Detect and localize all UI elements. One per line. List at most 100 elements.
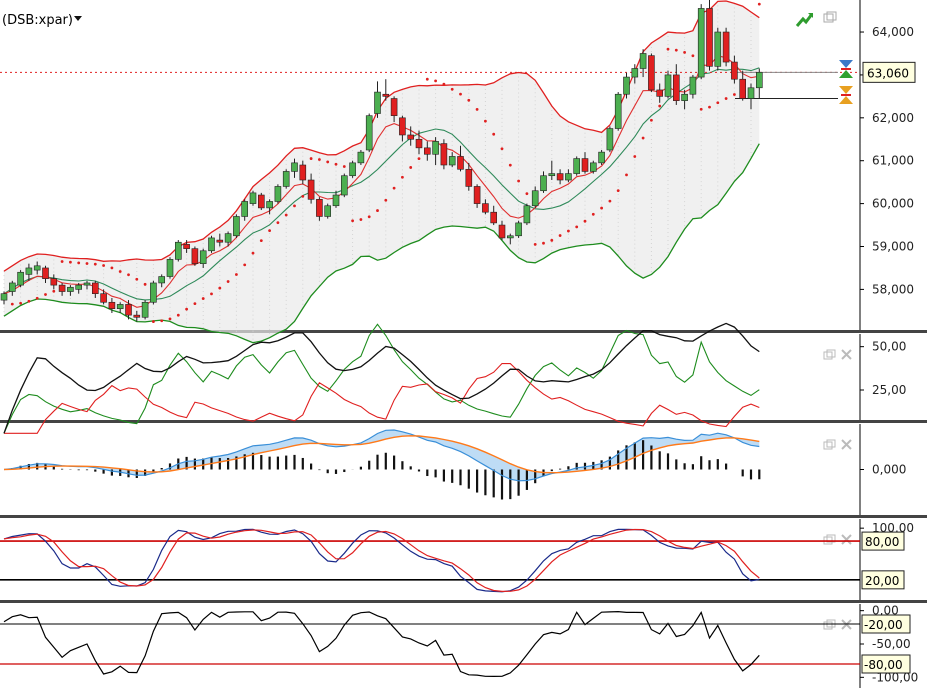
trend-up-icon[interactable] <box>795 13 814 27</box>
sar-dot <box>35 296 39 300</box>
candle-body <box>332 194 340 207</box>
price-axis: 58,00059,00060,00061,00062,00063,00064,0… <box>860 25 914 296</box>
candle-body <box>714 31 722 67</box>
candle-body <box>432 141 439 155</box>
candle-body <box>423 147 431 155</box>
sar-dot <box>616 189 620 193</box>
candle-body <box>448 156 456 166</box>
candle-body <box>390 98 398 116</box>
sar-dot <box>633 155 637 158</box>
sar-dot <box>683 50 686 54</box>
candle-body <box>672 74 680 101</box>
sar-dot <box>85 262 89 265</box>
sar-dot <box>500 147 504 151</box>
candle-body <box>58 284 66 292</box>
candle-body <box>399 117 406 136</box>
indicator-tick-label: -50,00 <box>872 637 911 651</box>
candle-body <box>100 293 107 303</box>
candle-body <box>191 248 199 264</box>
close-icon <box>841 439 852 450</box>
candle-body <box>407 134 415 140</box>
sar-dot <box>384 198 388 202</box>
candle-body <box>249 192 257 204</box>
sar-dot <box>293 204 296 208</box>
candle-body <box>141 301 149 318</box>
macd-panel: 0,000 <box>3 429 906 500</box>
candle-body <box>556 173 564 181</box>
candle-body <box>233 216 240 237</box>
sar-dot <box>93 262 97 266</box>
williams-r-panel: 0,00 -50,00 -100,00 -20,00 -80,00 <box>0 604 918 684</box>
candle-body <box>307 179 315 200</box>
candle-body <box>697 8 705 78</box>
sar-dot <box>708 105 711 109</box>
candle-body <box>299 164 307 181</box>
candle-body <box>324 205 332 217</box>
candle-body <box>573 158 581 174</box>
indicator-tick-label: 50,00 <box>872 340 906 354</box>
sar-dot <box>542 241 545 245</box>
candle-body <box>0 293 8 301</box>
candle-body <box>291 162 298 172</box>
window-restore-icon[interactable] <box>823 11 837 23</box>
sar-dot <box>359 218 363 221</box>
sar-dot <box>102 264 105 267</box>
sar-dot <box>69 260 72 264</box>
sar-dot <box>517 179 520 183</box>
candle-body <box>689 76 697 95</box>
sar-dot <box>185 307 189 311</box>
sar-dot <box>567 229 570 233</box>
candle-body <box>92 282 99 294</box>
close-icon <box>841 349 852 360</box>
candle-body <box>266 201 273 209</box>
sar-dot <box>27 299 31 303</box>
sar-dot <box>44 293 47 296</box>
candle-body <box>349 162 356 177</box>
candle-body <box>357 151 365 164</box>
sar-dot <box>724 97 728 100</box>
level-badge-label: 80,00 <box>865 535 899 549</box>
sar-dot <box>625 173 628 177</box>
candle-body <box>656 89 664 97</box>
candle-body <box>166 259 174 277</box>
candle-body <box>531 190 539 207</box>
sar-dot <box>376 209 379 212</box>
sar-dot <box>226 280 230 283</box>
sar-dot <box>425 77 429 81</box>
candle-body <box>33 265 41 271</box>
price-flag-icon[interactable] <box>839 86 853 104</box>
candle-body <box>257 194 265 209</box>
sar-dot <box>127 273 130 277</box>
sar-dot <box>459 92 462 96</box>
parabolic-sar <box>10 2 761 323</box>
minus-di-line <box>4 362 760 434</box>
candle-body <box>614 93 622 129</box>
candle-body <box>598 151 605 164</box>
adx-line <box>3 322 760 434</box>
last-price-label: 63,060 <box>867 66 909 80</box>
candle-body <box>42 267 49 279</box>
symbol-title[interactable]: (DSB:xpar) <box>2 13 73 28</box>
candle-body <box>108 301 116 309</box>
dropdown-arrow-icon[interactable] <box>74 16 82 21</box>
sar-dot <box>218 286 222 290</box>
sar-dot <box>268 229 271 233</box>
candle-body <box>208 237 215 252</box>
candle-body <box>374 91 381 114</box>
sar-dot <box>52 289 56 293</box>
sort-icon[interactable] <box>839 60 853 78</box>
sar-dot <box>152 320 155 323</box>
candle-body <box>681 93 688 101</box>
indicator-tick-label: 0,000 <box>872 463 906 477</box>
sar-dot <box>450 87 454 91</box>
dmi-panel: 25,00 50,00 <box>3 322 906 434</box>
sar-dot <box>10 302 14 306</box>
sar-dot <box>475 107 479 111</box>
sar-dot <box>525 192 529 196</box>
candle-body <box>440 143 448 166</box>
price-tick-label: 60,000 <box>872 197 914 211</box>
candle-body <box>365 115 373 151</box>
candle-body <box>83 282 91 286</box>
candle-body <box>739 78 747 99</box>
